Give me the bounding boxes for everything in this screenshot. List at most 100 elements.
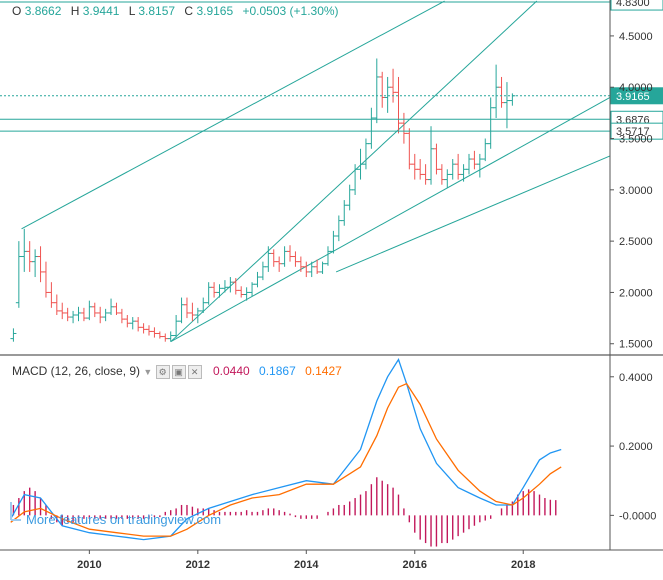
- macd-line: [10, 357, 562, 541]
- price-bar: [21, 228, 28, 272]
- time-axis-tick-label: 2012: [186, 559, 210, 571]
- price-bar: [379, 71, 386, 108]
- price-bar: [449, 159, 456, 180]
- macd-title[interactable]: MACD (12, 26, close, 9): [12, 364, 141, 378]
- trendline: [21, 0, 445, 230]
- price-bar: [287, 245, 294, 262]
- price-bar: [395, 76, 402, 134]
- price-bar: [183, 297, 190, 319]
- price-bar: [80, 307, 87, 322]
- low-label: L: [128, 4, 136, 18]
- price-bar: [32, 249, 39, 278]
- close-label: C: [184, 4, 194, 18]
- price-bar: [178, 297, 185, 324]
- price-bar: [406, 128, 413, 170]
- price-bar: [281, 246, 288, 267]
- price-axis-tick-label: 1.5000: [619, 339, 653, 351]
- trendlines[interactable]: [21, 0, 611, 343]
- macd-legend: MACD (12, 26, close, 9) ▼ ⚙ ▣ ✕ 0.0440 0.1…: [12, 364, 342, 379]
- price-bar: [194, 307, 201, 324]
- price-bar: [476, 153, 483, 178]
- high-label: H: [70, 4, 80, 18]
- tradingview-logo-icon: [10, 502, 21, 521]
- price-bar: [53, 294, 60, 316]
- price-bar: [156, 331, 163, 339]
- chevron-down-icon[interactable]: ▼: [143, 367, 153, 377]
- price-axis-tick-label: 4.0000: [619, 82, 653, 94]
- price-bar: [265, 246, 272, 272]
- format-icon[interactable]: ▣: [171, 364, 186, 379]
- price-tag: [610, 122, 663, 140]
- open-label: O: [12, 4, 22, 18]
- price-bar: [482, 138, 489, 162]
- price-bar: [465, 153, 472, 175]
- price-bar: [254, 271, 261, 288]
- price-bar: [384, 76, 391, 113]
- price-bar: [346, 184, 353, 211]
- price-bar: [75, 306, 82, 322]
- price-bar: [390, 68, 397, 103]
- price-bar: [303, 261, 310, 278]
- price-bar: [471, 150, 478, 170]
- price-bar: [70, 310, 77, 324]
- price-tag-label: 3.9165: [616, 91, 650, 103]
- price-bar: [200, 297, 207, 313]
- price-tag: [610, 87, 663, 105]
- price-bar: [118, 308, 125, 324]
- price-bar: [444, 169, 451, 188]
- high-value: 3.9441: [82, 4, 120, 18]
- price-bar: [335, 215, 342, 242]
- signal-line: [10, 382, 562, 537]
- close-icon[interactable]: ✕: [187, 364, 202, 379]
- price-axis-tick-label: 4.5000: [619, 31, 653, 43]
- price-bar: [59, 302, 66, 320]
- price-tag-label: 3.5717: [616, 126, 650, 138]
- histogram-value: 0.0440: [213, 364, 250, 378]
- time-axis-tick-label: 2018: [511, 559, 535, 571]
- low-value: 3.8157: [138, 4, 176, 18]
- price-bar: [249, 282, 256, 297]
- price-bar: [460, 164, 467, 182]
- price-bar: [362, 138, 369, 170]
- macd-axis-tick-label: 0.4000: [619, 372, 653, 384]
- price-bar: [26, 241, 33, 272]
- price-bar: [400, 112, 407, 144]
- price-bar: [10, 328, 17, 342]
- time-axis-tick-label: 2014: [294, 559, 319, 571]
- ohlc-legend: O 3.8662 H 3.9441 L 3.8157 C 3.9165 +0.0…: [12, 4, 339, 18]
- close-value: 3.9165: [196, 4, 234, 18]
- price-bar: [232, 278, 239, 295]
- change-value: +0.0503 (+1.30%): [242, 4, 339, 18]
- price-bar: [37, 246, 44, 283]
- price-bar: [487, 97, 494, 149]
- price-bar: [324, 246, 331, 266]
- trendline: [170, 97, 611, 343]
- price-bar: [433, 143, 440, 175]
- price-axis-tick-label: 3.0000: [619, 185, 653, 197]
- price-bar: [97, 306, 104, 324]
- price-bar: [221, 280, 228, 293]
- signal-value: 0.1427: [305, 364, 342, 378]
- price-bar: [417, 159, 424, 180]
- price-bar: [368, 107, 375, 149]
- price-bar: [135, 317, 142, 332]
- price-bar: [259, 261, 266, 281]
- price-bar: [428, 126, 435, 185]
- price-bar: [411, 153, 418, 180]
- price-bar: [238, 286, 245, 298]
- macd-axis-tick-label: 0.2000: [619, 441, 653, 453]
- price-bar: [140, 323, 147, 334]
- settings-icon[interactable]: ⚙: [155, 364, 170, 379]
- price-bar: [102, 308, 109, 322]
- watermark-link[interactable]: More features on tradingview.com: [26, 512, 222, 527]
- price-bar: [151, 327, 158, 338]
- price-bar: [48, 282, 55, 308]
- price-bar: [211, 282, 218, 298]
- price-bar: [124, 315, 131, 328]
- price-axis-tick-label: 2.5000: [619, 236, 653, 248]
- price-bar: [292, 251, 299, 267]
- price-tag-label: 4.8300: [616, 0, 650, 9]
